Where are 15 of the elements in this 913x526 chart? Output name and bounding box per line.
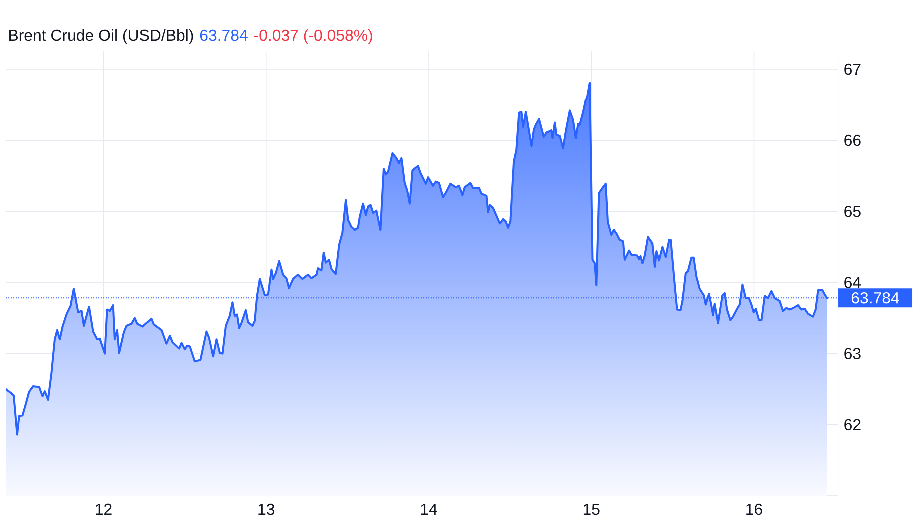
text: 63.784 xyxy=(200,30,248,42)
y-tick-label: 62 xyxy=(844,419,861,431)
y-tick-label: 67 xyxy=(844,64,861,76)
x-tick-label: 12 xyxy=(96,504,112,515)
y-tick-label: 66 xyxy=(844,134,861,146)
chart-title: Brent Crude Oil (USD/Bbl) xyxy=(10,29,194,44)
y-tick-label: 64 xyxy=(844,277,862,288)
text: -0.037 (-0.058%) xyxy=(254,29,372,44)
x-tick-label: 16 xyxy=(746,504,762,516)
x-tick-label: 13 xyxy=(258,504,275,516)
x-tick-label: 15 xyxy=(584,504,600,516)
ref-line-label: 63.784 xyxy=(852,292,900,304)
x-tick-label: 14 xyxy=(421,504,438,515)
y-tick-label: 63 xyxy=(844,348,861,360)
y-tick-label: 65 xyxy=(844,206,861,218)
